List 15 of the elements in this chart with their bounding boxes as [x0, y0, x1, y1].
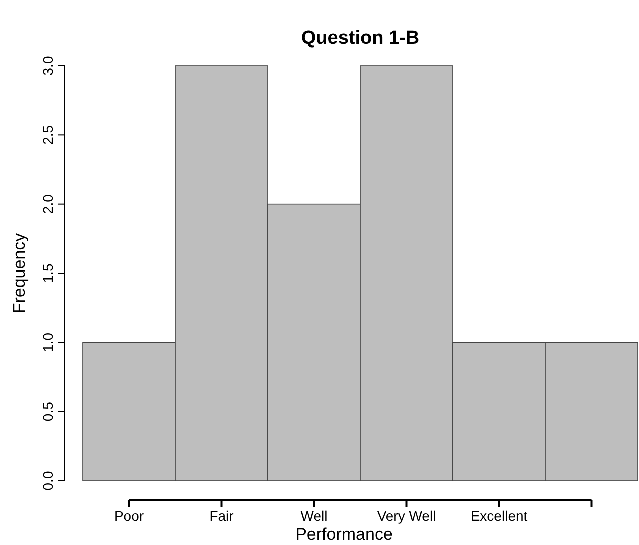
x-tick-label: Fair — [210, 508, 234, 524]
y-tick-label: 2.0 — [40, 194, 56, 214]
y-tick-label: 1.5 — [40, 264, 56, 284]
y-tick-label: 0.0 — [40, 471, 56, 491]
y-axis-title: Frequency — [10, 232, 29, 314]
x-tick-label: Well — [300, 508, 328, 524]
y-tick-label: 2.5 — [40, 125, 56, 145]
x-tick-label: Poor — [114, 508, 144, 524]
y-tick-label: 3.0 — [40, 56, 56, 76]
chart-title: Question 1-B — [301, 28, 420, 49]
x-tick-label: Excellent — [470, 508, 528, 524]
x-tick-label: Very Well — [377, 508, 436, 524]
y-tick-label: 1.0 — [40, 332, 56, 352]
x-axis-title: Performance — [296, 525, 393, 544]
y-tick-label: 0.5 — [40, 402, 56, 422]
